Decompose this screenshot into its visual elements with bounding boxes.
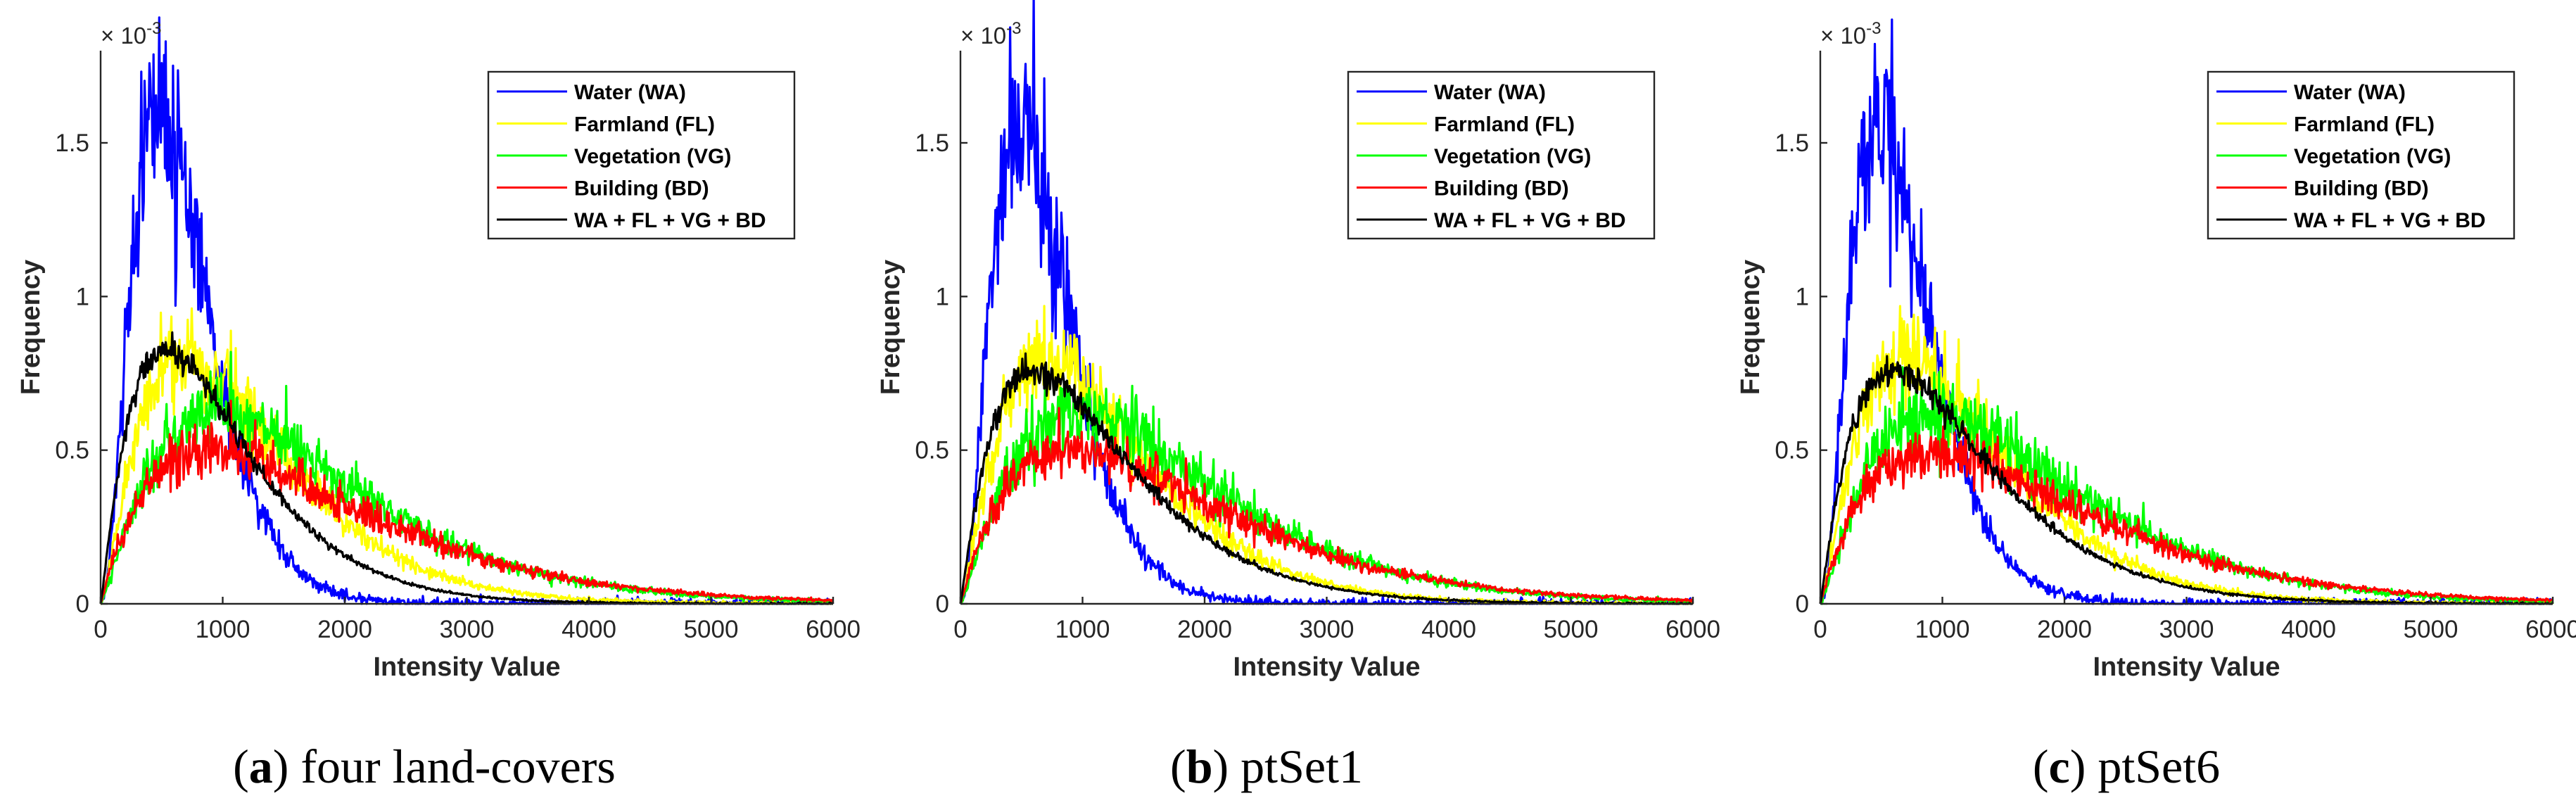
legend: Water (WA) Farmland (FL) Vegetation (VG) Bu… bbox=[2207, 70, 2515, 240]
x-tick-label: 2000 bbox=[317, 616, 372, 643]
x-tick-label: 1000 bbox=[196, 616, 250, 643]
legend-label-2: Farmland (FL) bbox=[1434, 113, 1575, 137]
legend-label-5: WA + FL + VG + BD bbox=[2294, 209, 2486, 232]
y-tick-label: 0.5 bbox=[915, 437, 949, 464]
x-tick-label: 3000 bbox=[1300, 616, 1354, 643]
x-tick-label: 0 bbox=[94, 616, 107, 643]
y-tick-label: 1 bbox=[76, 283, 89, 310]
caption-letter: a bbox=[249, 740, 273, 793]
legend-label-4: Building (BD) bbox=[2294, 177, 2429, 201]
series-line-4 bbox=[99, 399, 835, 603]
legend-label-3: Vegetation (VG) bbox=[1434, 145, 1591, 168]
legend-label-2: Farmland (FL) bbox=[574, 113, 715, 137]
series-line-5 bbox=[1819, 355, 2553, 605]
x-tick-label: 3000 bbox=[440, 616, 495, 643]
legend-label-3: Vegetation (VG) bbox=[2294, 145, 2451, 168]
caption-open-paren: ( bbox=[2033, 740, 2049, 793]
series-line-4 bbox=[959, 407, 1694, 604]
x-axis-title: Intensity Value bbox=[2093, 652, 2280, 682]
chart-panel-3: 0 1000 2000 3000 4000 5000 6000 0 0.5 1 1.5 × 10-3 I… bbox=[1736, 18, 2576, 793]
y-tick-label: 1.5 bbox=[1775, 129, 1809, 157]
y-scale-exponent: -3 bbox=[1006, 19, 1021, 38]
legend-label-1: Water (WA) bbox=[1434, 81, 1546, 104]
chart-panel-1: 0 1000 2000 3000 4000 5000 6000 0 0.5 1 1.5 × 10-3 I… bbox=[16, 16, 861, 793]
legend-label-2: Farmland (FL) bbox=[2294, 113, 2435, 137]
chart-panel-2: 0 1000 2000 3000 4000 5000 6000 0 0.5 1 1.5 × 10-3 I… bbox=[876, 0, 1720, 793]
y-axis-title: Frequency bbox=[16, 260, 46, 395]
panel-caption: (a) four land-covers bbox=[233, 740, 616, 793]
legend-label-4: Building (BD) bbox=[574, 177, 709, 201]
caption-open-paren: ( bbox=[233, 740, 249, 793]
y-tick-label: 1 bbox=[936, 283, 949, 310]
x-tick-label: 4000 bbox=[2281, 616, 2336, 643]
legend-label-5: WA + FL + VG + BD bbox=[574, 209, 766, 232]
y-scale-base: × 10 bbox=[101, 23, 146, 49]
x-tick-label: 0 bbox=[1813, 616, 1827, 643]
y-axis-title: Frequency bbox=[876, 260, 906, 395]
y-scale-multiplier: × 10-3 bbox=[1820, 19, 1882, 49]
y-tick-label: 0 bbox=[936, 590, 949, 618]
caption-letter: c bbox=[2049, 740, 2070, 793]
y-scale-multiplier: × 10-3 bbox=[960, 19, 1022, 49]
y-tick-label: 0 bbox=[1796, 590, 1809, 618]
y-scale-base: × 10 bbox=[960, 23, 1006, 49]
x-tick-label: 2000 bbox=[2037, 616, 2092, 643]
y-scale-base: × 10 bbox=[1820, 23, 1866, 49]
caption-text: four land-covers bbox=[288, 740, 615, 793]
y-tick-label: 1 bbox=[1796, 283, 1809, 310]
caption-close-paren: ) bbox=[1213, 740, 1229, 793]
x-axis-title: Intensity Value bbox=[373, 652, 560, 682]
x-tick-label: 3000 bbox=[2159, 616, 2214, 643]
x-tick-label: 6000 bbox=[806, 616, 861, 643]
x-tick-label: 6000 bbox=[2525, 616, 2576, 643]
y-scale-multiplier: × 10-3 bbox=[101, 19, 162, 49]
y-tick-label: 1.5 bbox=[915, 129, 949, 157]
legend: Water (WA) Farmland (FL) Vegetation (VG) Bu… bbox=[487, 70, 796, 240]
panel-caption: (c) ptSet6 bbox=[2033, 740, 2220, 793]
legend: Water (WA) Farmland (FL) Vegetation (VG) Bu… bbox=[1347, 70, 1656, 240]
x-tick-label: 2000 bbox=[1177, 616, 1232, 643]
x-axis-title: Intensity Value bbox=[1233, 652, 1420, 682]
caption-letter: b bbox=[1186, 740, 1213, 793]
y-tick-label: 0 bbox=[76, 590, 89, 618]
x-tick-label: 6000 bbox=[1665, 616, 1720, 643]
caption-text: ptSet6 bbox=[2086, 740, 2220, 793]
legend-label-1: Water (WA) bbox=[574, 81, 686, 104]
x-tick-label: 4000 bbox=[561, 616, 616, 643]
caption-close-paren: ) bbox=[273, 740, 289, 793]
x-tick-label: 5000 bbox=[684, 616, 739, 643]
y-tick-label: 1.5 bbox=[55, 129, 89, 157]
series-line-4 bbox=[1819, 425, 2553, 604]
legend-label-5: WA + FL + VG + BD bbox=[1434, 209, 1626, 232]
series-line-3 bbox=[1819, 366, 2554, 605]
x-tick-label: 4000 bbox=[1421, 616, 1476, 643]
caption-open-paren: ( bbox=[1170, 740, 1186, 793]
panel-caption: (b) ptSet1 bbox=[1170, 740, 1363, 793]
y-axis-title: Frequency bbox=[1736, 260, 1765, 395]
y-scale-exponent: -3 bbox=[1866, 19, 1881, 38]
x-tick-label: 5000 bbox=[1544, 616, 1599, 643]
y-scale-exponent: -3 bbox=[146, 19, 161, 38]
legend-label-3: Vegetation (VG) bbox=[574, 145, 731, 168]
x-tick-label: 5000 bbox=[2404, 616, 2458, 643]
legend-label-4: Building (BD) bbox=[1434, 177, 1569, 201]
x-tick-label: 1000 bbox=[1055, 616, 1110, 643]
y-tick-label: 0.5 bbox=[55, 437, 89, 464]
series-line-3 bbox=[960, 380, 1694, 605]
caption-text: ptSet1 bbox=[1229, 740, 1363, 793]
legend-label-1: Water (WA) bbox=[2294, 81, 2406, 104]
series-line-5 bbox=[959, 352, 1694, 605]
caption-close-paren: ) bbox=[2070, 740, 2086, 793]
x-tick-label: 0 bbox=[953, 616, 967, 643]
y-tick-label: 0.5 bbox=[1775, 437, 1809, 464]
x-tick-label: 1000 bbox=[1915, 616, 1970, 643]
